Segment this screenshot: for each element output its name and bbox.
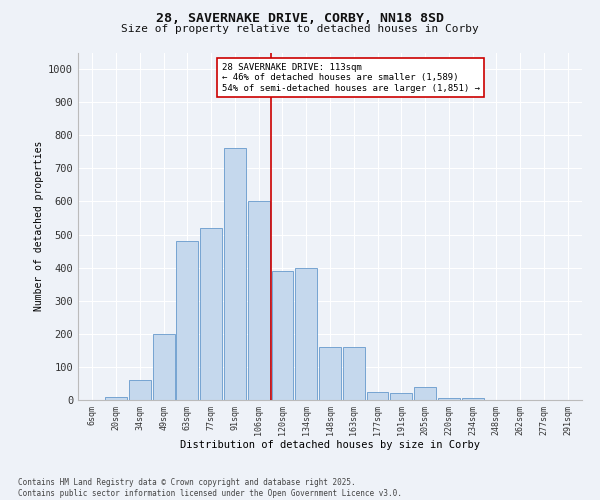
- Bar: [319, 347, 341, 400]
- Bar: [438, 398, 460, 400]
- Y-axis label: Number of detached properties: Number of detached properties: [34, 141, 44, 312]
- Bar: [248, 202, 269, 400]
- Text: 28, SAVERNAKE DRIVE, CORBY, NN18 8SD: 28, SAVERNAKE DRIVE, CORBY, NN18 8SD: [156, 12, 444, 26]
- X-axis label: Distribution of detached houses by size in Corby: Distribution of detached houses by size …: [180, 440, 480, 450]
- Bar: [391, 394, 412, 400]
- Bar: [129, 380, 151, 400]
- Bar: [272, 271, 293, 400]
- Bar: [105, 396, 127, 400]
- Text: 28 SAVERNAKE DRIVE: 113sqm
← 46% of detached houses are smaller (1,589)
54% of s: 28 SAVERNAKE DRIVE: 113sqm ← 46% of deta…: [221, 63, 479, 92]
- Bar: [224, 148, 246, 400]
- Bar: [152, 334, 175, 400]
- Text: Size of property relative to detached houses in Corby: Size of property relative to detached ho…: [121, 24, 479, 34]
- Bar: [343, 347, 365, 400]
- Text: Contains HM Land Registry data © Crown copyright and database right 2025.
Contai: Contains HM Land Registry data © Crown c…: [18, 478, 402, 498]
- Bar: [200, 228, 222, 400]
- Bar: [462, 398, 484, 400]
- Bar: [295, 268, 317, 400]
- Bar: [367, 392, 388, 400]
- Bar: [414, 387, 436, 400]
- Bar: [176, 241, 198, 400]
